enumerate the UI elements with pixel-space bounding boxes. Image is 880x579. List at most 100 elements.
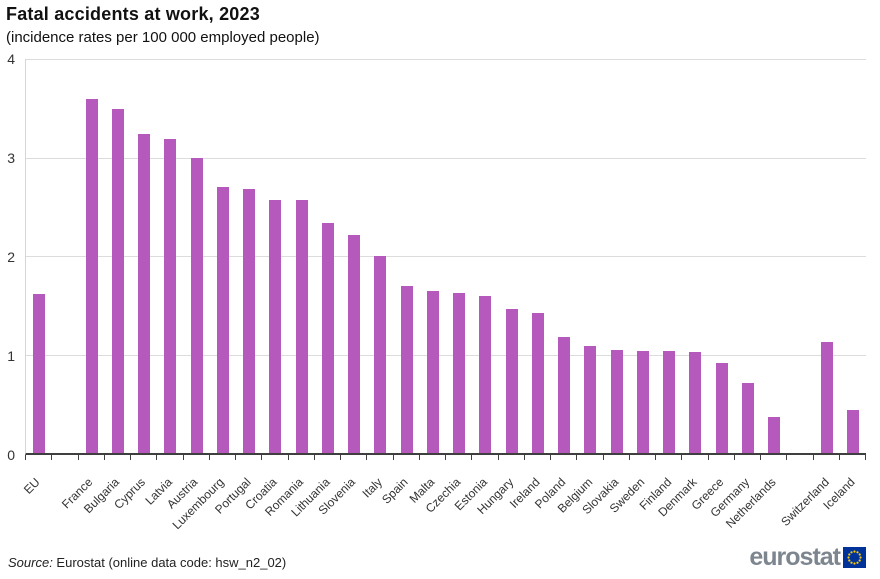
- bar-malta: [426, 291, 439, 453]
- bar-slot: [551, 59, 577, 453]
- bar-switzerland: [820, 341, 833, 453]
- bar-latvia: [164, 138, 177, 453]
- bar-slot: [79, 59, 105, 453]
- bar-luxembourg: [216, 187, 229, 453]
- bar-lithuania: [321, 222, 334, 453]
- bar-austria: [190, 157, 203, 453]
- source-text: Eurostat (online data code: hsw_n2_02): [52, 555, 287, 570]
- axis-tick: [760, 455, 786, 460]
- bar-slot: [26, 59, 52, 453]
- y-axis-label: 0: [7, 447, 15, 463]
- bar-slot: [315, 59, 341, 453]
- gap-slot: [787, 59, 813, 453]
- bar-bulgaria: [111, 109, 124, 453]
- gridline-1: [26, 354, 866, 356]
- axis-tick: [51, 455, 77, 460]
- axis-tick: [576, 455, 602, 460]
- bar-netherlands: [768, 416, 781, 453]
- axis-tick: [77, 455, 104, 460]
- bar-romania: [295, 199, 308, 453]
- bar-slot: [289, 59, 315, 453]
- bar-sweden: [636, 350, 649, 453]
- eurostat-logo: eurostat: [749, 545, 866, 570]
- axis-tick: [681, 455, 707, 460]
- chart-subtitle: (incidence rates per 100 000 employed pe…: [6, 29, 320, 46]
- axis-tick: [392, 455, 419, 460]
- bar-portugal: [243, 189, 256, 453]
- axis-tick: [838, 455, 865, 460]
- bar-iceland: [846, 409, 859, 453]
- bar-germany: [741, 383, 754, 453]
- bar-slot: [394, 59, 420, 453]
- axis-tick: [208, 455, 235, 460]
- axis-tick: [523, 455, 550, 460]
- eu-flag-stars: [847, 550, 862, 565]
- bar-slot: [682, 59, 708, 453]
- bar-slot: [577, 59, 603, 453]
- bar-belgium: [584, 345, 597, 453]
- bar-slot: [262, 59, 288, 453]
- y-axis-label: 2: [7, 249, 15, 265]
- bar-slot: [656, 59, 682, 453]
- bar-slovenia: [348, 235, 361, 453]
- bar-czechia: [453, 293, 466, 453]
- bar-slot: [525, 59, 551, 453]
- bar-slot: [105, 59, 131, 453]
- bar-hungary: [505, 309, 518, 453]
- bar-slot: [367, 59, 393, 453]
- bar-croatia: [269, 199, 282, 453]
- gridline-2: [26, 256, 866, 257]
- bar-slot: [761, 59, 787, 453]
- y-axis-label: 1: [7, 348, 15, 364]
- axis-tick: [733, 455, 760, 460]
- bar-ireland: [531, 313, 544, 453]
- axis-tick: [445, 455, 471, 460]
- axis-tick: [418, 455, 445, 460]
- axis-tick: [602, 455, 629, 460]
- bar-slot: [472, 59, 498, 453]
- gap-slot: [52, 59, 78, 453]
- bar-slot: [709, 59, 735, 453]
- axis-tick: [25, 455, 51, 460]
- bar-slot: [814, 59, 840, 453]
- bar-estonia: [479, 296, 492, 453]
- axis-tick: [471, 455, 497, 460]
- bar-slot: [341, 59, 367, 453]
- axis-tick: [366, 455, 392, 460]
- axis-tick: [103, 455, 130, 460]
- x-axis-ticks: [25, 455, 866, 460]
- axis-tick: [628, 455, 655, 460]
- x-axis-label-eu: EU: [21, 475, 44, 497]
- plot-area: [25, 59, 866, 460]
- axis-tick: [130, 455, 156, 460]
- bar-slot: [840, 59, 866, 453]
- bar-cyprus: [138, 133, 151, 453]
- bar-slot: [446, 59, 472, 453]
- axis-tick: [313, 455, 340, 460]
- bar-slot: [157, 59, 183, 453]
- bar-slot: [131, 59, 157, 453]
- y-axis-labels: 0 1 2 3 4: [0, 52, 18, 462]
- bars-row: [26, 59, 866, 453]
- bar-france: [85, 99, 98, 453]
- eurostat-logo-text: eurostat: [749, 543, 841, 571]
- eu-flag-bg: [843, 547, 866, 568]
- axis-tick: [340, 455, 366, 460]
- gridline-4: [26, 59, 866, 60]
- bar-italy: [374, 256, 387, 453]
- x-axis-labels: EU France Bulgaria Cyprus Latvia Austria Luxem…: [21, 464, 866, 550]
- bar-slot: [604, 59, 630, 453]
- source-note: Source: Eurostat (online data code: hsw_…: [8, 555, 286, 570]
- source-label: Source:: [8, 555, 53, 570]
- bar-slot: [499, 59, 525, 453]
- bar-eu: [33, 294, 46, 453]
- axis-tick: [786, 455, 812, 460]
- bar-slot: [630, 59, 656, 453]
- bar-spain: [400, 285, 413, 453]
- bar-slot: [210, 59, 236, 453]
- axis-tick: [497, 455, 524, 460]
- axis-tick: [287, 455, 314, 460]
- bar-slot: [236, 59, 262, 453]
- bar-slovakia: [610, 349, 623, 453]
